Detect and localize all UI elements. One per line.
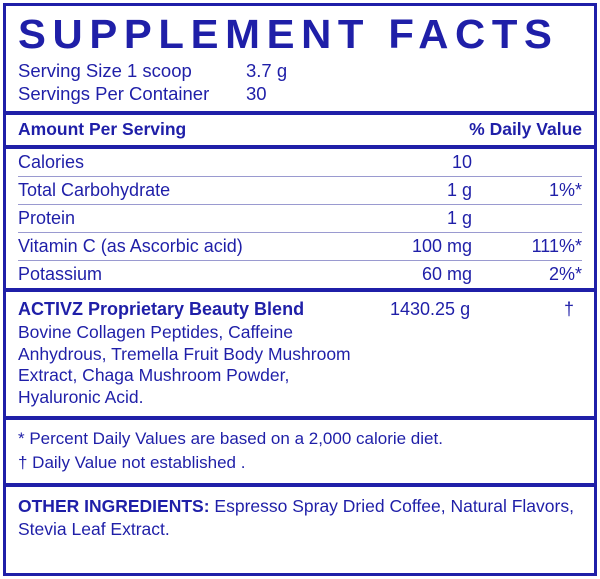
other-ingredients-heading: OTHER INGREDIENTS: (18, 496, 210, 516)
footnote-dagger: † Daily Value not established . (18, 453, 246, 472)
nutrient-amount: 100 mg (411, 236, 472, 256)
blend-amount: 1430.25 g (390, 299, 471, 319)
row-divider (18, 232, 582, 233)
table-row: Calories 10 (6, 149, 594, 176)
title-block: SUPPLEMENT FACTS (6, 6, 594, 56)
table-header-row: Amount Per Serving % Daily Value (6, 115, 594, 145)
nutrient-daily-value: 1%* (548, 180, 582, 200)
nutrient-name: Potassium (18, 264, 103, 284)
page-title: SUPPLEMENT FACTS (18, 11, 559, 57)
serving-size-label: Serving Size 1 scoop (18, 60, 192, 81)
nutrient-name: Vitamin C (as Ascorbic acid) (18, 236, 243, 256)
serving-size-row: Serving Size 1 scoop 3.7 g (18, 59, 582, 82)
row-divider (18, 176, 582, 177)
nutrient-name: Total Carbohydrate (18, 180, 171, 200)
footnotes-section: * Percent Daily Values are based on a 2,… (6, 420, 594, 483)
table-row: Vitamin C (as Ascorbic acid) 100 mg 111%… (6, 233, 594, 260)
nutrient-name: Calories (18, 152, 85, 172)
blend-name: ACTIVZ Proprietary Beauty Blend (18, 299, 305, 319)
serving-info: Serving Size 1 scoop 3.7 g Servings Per … (6, 56, 594, 111)
footnote-asterisk: * Percent Daily Values are based on a 2,… (18, 429, 443, 448)
nutrient-daily-value: 111%* (531, 236, 582, 256)
bottom-spacer (6, 547, 594, 573)
divider-above-footnotes (6, 416, 594, 420)
blend-dagger-symbol: † (563, 299, 574, 319)
nutrient-daily-value: 2%* (548, 264, 582, 284)
table-row: Total Carbohydrate 1 g 1%* (6, 177, 594, 204)
table-row: Protein 1 g (6, 205, 594, 232)
nutrient-amount: 1 g (446, 208, 472, 228)
amount-per-serving-header: Amount Per Serving (18, 119, 187, 139)
divider-below-header (6, 145, 594, 149)
other-ingredients-text: Espresso Spray Dried Coffee, Natural Fla… (18, 496, 574, 539)
other-ingredients-section: OTHER INGREDIENTS: Espresso Spray Dried … (6, 487, 594, 547)
nutrient-amount: 1 g (446, 180, 472, 200)
nutrient-name: Protein (18, 208, 76, 228)
proprietary-blend-section: ACTIVZ Proprietary Beauty Blend 1430.25 … (6, 292, 594, 416)
nutrient-table: Calories 10 Total Carbohydrate 1 g 1%* P… (6, 149, 594, 288)
row-divider (18, 260, 582, 261)
blend-ingredients: Bovine Collagen Peptides, Caffeine Anhyd… (18, 322, 351, 407)
servings-per-container-label: Servings Per Container (18, 83, 210, 104)
serving-size-value: 3.7 g (246, 60, 288, 81)
daily-value-header: % Daily Value (469, 119, 582, 139)
blend-header-row: ACTIVZ Proprietary Beauty Blend 1430.25 … (18, 298, 582, 320)
divider-above-header (6, 111, 594, 115)
nutrient-amount: 60 mg (421, 264, 472, 284)
table-row: Potassium 60 mg 2%* (6, 261, 594, 288)
servings-per-container-value: 30 (246, 83, 267, 104)
row-divider (18, 204, 582, 205)
divider-above-other-ingredients (6, 483, 594, 487)
nutrient-amount: 10 (451, 152, 472, 172)
servings-per-container-row: Servings Per Container 30 (18, 82, 582, 105)
divider-above-blend (6, 288, 594, 292)
label-panel: SUPPLEMENT FACTS Serving Size 1 scoop 3.… (3, 3, 597, 576)
